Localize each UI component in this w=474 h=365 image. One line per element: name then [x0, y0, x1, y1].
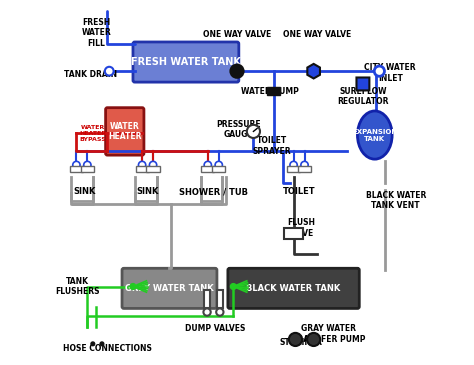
- Bar: [287, 166, 300, 172]
- Text: FLUSH
VALVE: FLUSH VALVE: [287, 218, 315, 238]
- Bar: [81, 166, 94, 172]
- Circle shape: [149, 161, 157, 169]
- Text: FRESH WATER TANK: FRESH WATER TANK: [131, 57, 241, 67]
- FancyBboxPatch shape: [228, 268, 359, 308]
- Circle shape: [138, 161, 146, 169]
- Text: SINK: SINK: [137, 187, 159, 196]
- Circle shape: [215, 161, 222, 169]
- Circle shape: [73, 161, 80, 169]
- Text: PRESSURE
GAUGE: PRESSURE GAUGE: [217, 120, 261, 139]
- Circle shape: [374, 66, 384, 76]
- Text: DUMP VALVES: DUMP VALVES: [185, 324, 245, 333]
- FancyBboxPatch shape: [133, 42, 239, 82]
- Ellipse shape: [357, 111, 392, 159]
- Bar: [267, 87, 280, 95]
- Text: GREY WATER TANK: GREY WATER TANK: [125, 284, 214, 293]
- Text: ONE WAY VALVE: ONE WAY VALVE: [203, 30, 271, 39]
- Circle shape: [307, 333, 320, 346]
- Text: SHOWER / TUB: SHOWER / TUB: [179, 187, 248, 196]
- Text: ONE WAY VALVE: ONE WAY VALVE: [283, 30, 351, 39]
- Text: TANK DRAIN: TANK DRAIN: [64, 70, 118, 79]
- Text: SUREFLOW
REGULATOR: SUREFLOW REGULATOR: [337, 87, 389, 107]
- Circle shape: [230, 65, 244, 78]
- Text: SINK: SINK: [73, 187, 96, 196]
- Bar: [284, 228, 303, 239]
- Circle shape: [301, 161, 308, 169]
- Circle shape: [90, 341, 95, 346]
- Circle shape: [105, 67, 114, 76]
- Text: EXPANSION
TANK: EXPANSION TANK: [352, 128, 397, 142]
- Text: HOSE CONNECTIONS: HOSE CONNECTIONS: [63, 344, 152, 353]
- Text: BLACK WATER
TANK VENT: BLACK WATER TANK VENT: [365, 191, 426, 211]
- Text: WATER
HEATER
BYPASS: WATER HEATER BYPASS: [79, 125, 106, 142]
- Circle shape: [100, 341, 104, 346]
- Text: TOILET
SPRAYER: TOILET SPRAYER: [252, 136, 291, 156]
- Text: FRESH
WATER
FILL: FRESH WATER FILL: [82, 18, 111, 48]
- Circle shape: [230, 284, 236, 289]
- Circle shape: [216, 308, 224, 316]
- Bar: [204, 290, 210, 308]
- Text: GRAY WATER
TRANSFER PUMP: GRAY WATER TRANSFER PUMP: [292, 324, 365, 344]
- Text: TOILET: TOILET: [283, 187, 315, 196]
- Circle shape: [290, 161, 297, 169]
- Circle shape: [130, 284, 136, 289]
- Text: WATER
HEATER: WATER HEATER: [108, 122, 142, 141]
- Circle shape: [204, 161, 211, 169]
- Circle shape: [203, 308, 211, 316]
- Bar: [298, 166, 311, 172]
- Text: BLACK WATER TANK: BLACK WATER TANK: [246, 284, 341, 293]
- Text: TANK
FLUSHERS: TANK FLUSHERS: [55, 277, 100, 296]
- Bar: [146, 166, 160, 172]
- Bar: [136, 166, 149, 172]
- Circle shape: [84, 161, 91, 169]
- Text: WATER PUMP: WATER PUMP: [241, 87, 299, 96]
- Circle shape: [289, 333, 302, 346]
- Text: CITY WATER
INLET: CITY WATER INLET: [365, 63, 416, 83]
- Bar: [212, 166, 225, 172]
- Text: STRAINER: STRAINER: [279, 338, 322, 347]
- Circle shape: [247, 125, 260, 138]
- FancyBboxPatch shape: [122, 268, 217, 308]
- Bar: [217, 290, 223, 308]
- FancyBboxPatch shape: [106, 108, 144, 155]
- Bar: [70, 166, 83, 172]
- Bar: [201, 166, 214, 172]
